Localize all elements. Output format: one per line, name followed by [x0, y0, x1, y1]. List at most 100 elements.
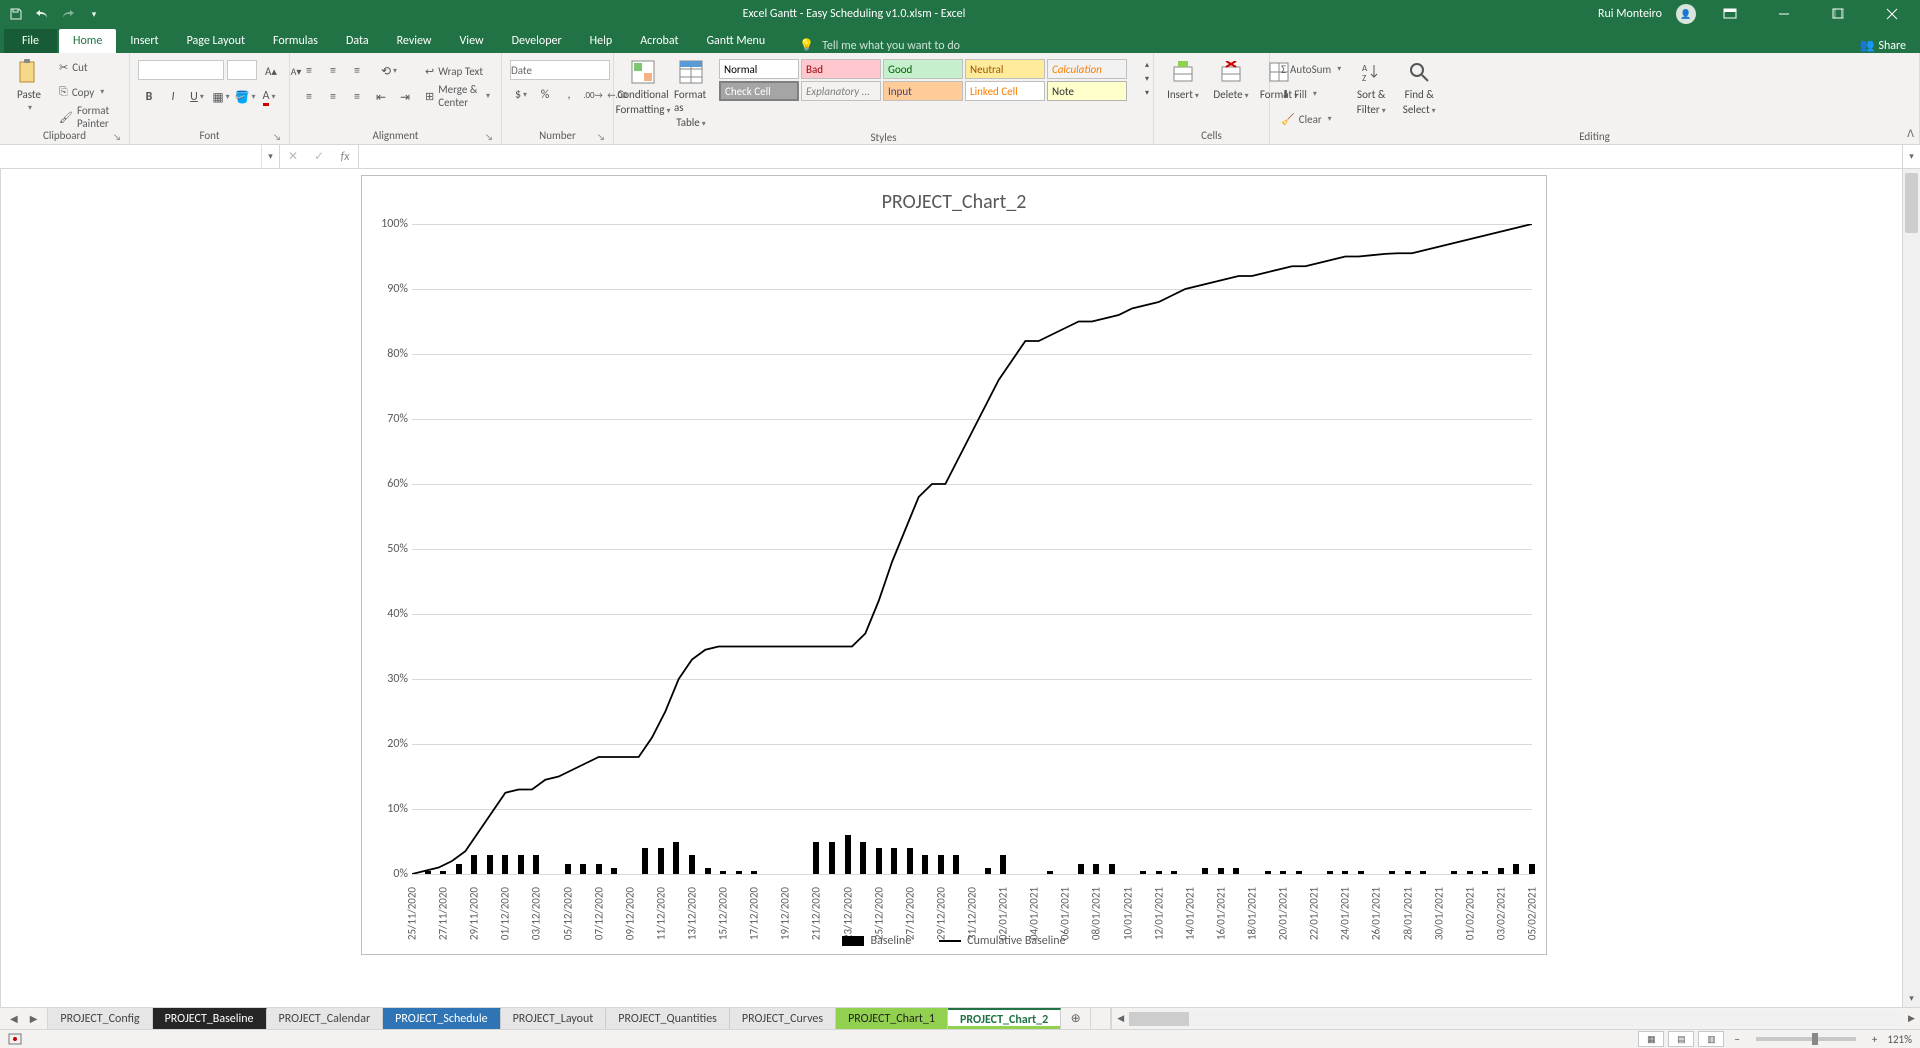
tab-data[interactable]: Data — [332, 29, 383, 53]
vertical-scrollbar[interactable]: ▴ ▾ — [1902, 169, 1920, 1007]
format-painter-button[interactable]: 🖌Format Painter — [56, 106, 121, 128]
sheet-tab[interactable]: PROJECT_Baseline — [153, 1008, 267, 1029]
fill-color-button[interactable]: 🪣▾ — [234, 86, 256, 108]
tab-developer[interactable]: Developer — [498, 29, 576, 53]
wrap-text-button[interactable]: ↩Wrap Text — [422, 60, 493, 82]
tab-view[interactable]: View — [446, 29, 498, 53]
copy-button[interactable]: ⎘Copy▾ — [56, 81, 121, 103]
view-normal-icon[interactable]: ▦ — [1638, 1031, 1664, 1047]
comma-format-icon[interactable]: , — [558, 84, 580, 106]
scroll-down-icon[interactable]: ▾ — [1903, 990, 1920, 1007]
align-bottom-icon[interactable]: ≡ — [346, 60, 368, 82]
cancel-formula-icon[interactable]: ✕ — [280, 149, 306, 164]
tab-review[interactable]: Review — [383, 29, 446, 53]
align-middle-icon[interactable]: ≡ — [322, 60, 344, 82]
scrollbar-thumb[interactable] — [1905, 173, 1918, 233]
enter-formula-icon[interactable]: ✓ — [306, 149, 332, 164]
merge-center-button[interactable]: ⊞Merge & Center▾ — [422, 85, 493, 107]
style-linked-cell[interactable]: Linked Cell — [965, 81, 1045, 101]
dialog-launcher-icon[interactable]: ↘ — [273, 132, 281, 143]
formula-input[interactable] — [359, 145, 1902, 168]
font-color-button[interactable]: A▾ — [258, 86, 280, 108]
find-select-button[interactable]: Find &Select▾ — [1398, 56, 1440, 118]
fx-icon[interactable]: fx — [332, 150, 358, 164]
qat-customize-icon[interactable]: ▾ — [86, 6, 102, 22]
dialog-launcher-icon[interactable]: ↘ — [597, 132, 605, 143]
bold-button[interactable]: B — [138, 86, 160, 108]
tab-gantt-menu[interactable]: Gantt Menu — [692, 29, 779, 53]
underline-button[interactable]: U▾ — [186, 86, 208, 108]
tab-help[interactable]: Help — [576, 29, 627, 53]
share-button[interactable]: 👥 Share — [1859, 38, 1906, 53]
hscroll-right-icon[interactable]: ▶ — [1903, 1008, 1920, 1029]
hscroll-left-icon[interactable]: ◀ — [1112, 1008, 1129, 1029]
save-icon[interactable] — [8, 6, 24, 22]
sheet-tab[interactable]: PROJECT_Config — [48, 1008, 152, 1029]
delete-button[interactable]: Delete▾ — [1210, 56, 1252, 103]
redo-icon[interactable] — [60, 6, 76, 22]
tab-nav-next-icon[interactable]: ▶ — [30, 1012, 38, 1025]
tab-insert[interactable]: Insert — [116, 29, 172, 53]
tab-formulas[interactable]: Formulas — [259, 29, 332, 53]
decrease-indent-icon[interactable]: ⇤ — [370, 86, 392, 108]
italic-button[interactable]: I — [162, 86, 184, 108]
close-icon[interactable] — [1872, 0, 1912, 28]
chart-object[interactable]: PROJECT_Chart_2 0%10%20%30%40%50%60%70%8… — [361, 175, 1547, 955]
style-explanatory[interactable]: Explanatory ... — [801, 81, 881, 101]
horizontal-scrollbar[interactable]: ◀ ▶ — [1111, 1008, 1920, 1029]
font-name-input[interactable] — [138, 60, 224, 80]
align-top-icon[interactable]: ≡ — [298, 60, 320, 82]
sheet-tab[interactable]: PROJECT_Chart_2 — [948, 1008, 1061, 1029]
increase-font-icon[interactable]: A▴ — [260, 60, 282, 82]
insert-button[interactable]: Insert▾ — [1162, 56, 1204, 103]
number-format-select[interactable] — [510, 60, 610, 80]
ribbon-display-icon[interactable] — [1710, 0, 1750, 28]
minimize-icon[interactable] — [1764, 0, 1804, 28]
paste-button[interactable]: Paste▾ — [8, 56, 50, 115]
tab-acrobat[interactable]: Acrobat — [626, 29, 692, 53]
style-normal[interactable]: Normal — [719, 59, 799, 79]
increase-decimal-icon[interactable]: .00→ — [582, 84, 604, 106]
view-page-break-icon[interactable]: ▥ — [1698, 1031, 1724, 1047]
zoom-in-icon[interactable]: + — [1872, 1033, 1877, 1046]
zoom-level[interactable]: 121% — [1887, 1033, 1912, 1046]
tab-nav-prev-icon[interactable]: ◀ — [10, 1012, 18, 1025]
hscrollbar-thumb[interactable] — [1129, 1012, 1189, 1026]
style-good[interactable]: Good — [883, 59, 963, 79]
maximize-icon[interactable] — [1818, 0, 1858, 28]
sort-filter-button[interactable]: AZSort &Filter▾ — [1350, 56, 1392, 118]
new-sheet-button[interactable]: ⊕ — [1061, 1008, 1091, 1029]
name-box-input[interactable] — [0, 145, 261, 168]
align-right-icon[interactable]: ≡ — [346, 86, 368, 108]
zoom-out-icon[interactable]: − — [1734, 1033, 1739, 1046]
percent-format-icon[interactable]: % — [534, 84, 556, 106]
style-input[interactable]: Input — [883, 81, 963, 101]
dialog-launcher-icon[interactable]: ↘ — [485, 132, 493, 143]
name-box-dropdown-icon[interactable]: ▾ — [261, 145, 279, 168]
collapse-ribbon-icon[interactable]: ᐱ — [1907, 127, 1914, 140]
style-calculation[interactable]: Calculation — [1047, 59, 1127, 79]
macro-record-icon[interactable] — [8, 1033, 22, 1045]
undo-icon[interactable] — [34, 6, 50, 22]
border-button[interactable]: ▦▾ — [210, 86, 232, 108]
conditional-formatting-button[interactable]: Conditional Formatting▾ — [622, 56, 664, 118]
user-avatar-icon[interactable]: 👤 — [1676, 4, 1696, 24]
style-bad[interactable]: Bad — [801, 59, 881, 79]
tab-page-layout[interactable]: Page Layout — [173, 29, 259, 53]
align-left-icon[interactable]: ≡ — [298, 86, 320, 108]
expand-formula-bar-icon[interactable]: ▾ — [1902, 145, 1920, 168]
sheet-tab[interactable]: PROJECT_Chart_1 — [836, 1008, 948, 1029]
zoom-slider[interactable] — [1756, 1037, 1856, 1041]
sheet-tab[interactable]: PROJECT_Calendar — [267, 1008, 384, 1029]
accounting-format-icon[interactable]: $▾ — [510, 84, 532, 106]
font-size-input[interactable] — [227, 60, 257, 80]
style-neutral[interactable]: Neutral — [965, 59, 1045, 79]
tab-file[interactable]: File — [4, 29, 57, 53]
align-center-icon[interactable]: ≡ — [322, 86, 344, 108]
format-as-table-button[interactable]: Format as Table▾ — [670, 56, 712, 131]
tell-me[interactable]: 💡 Tell me what you want to do — [799, 38, 960, 53]
autosum-button[interactable]: ΣAutoSum▾ — [1278, 58, 1344, 80]
fill-button[interactable]: ⬇Fill▾ — [1278, 83, 1344, 105]
sheet-tab[interactable]: PROJECT_Layout — [501, 1008, 607, 1029]
cut-button[interactable]: ✂Cut — [56, 56, 121, 78]
